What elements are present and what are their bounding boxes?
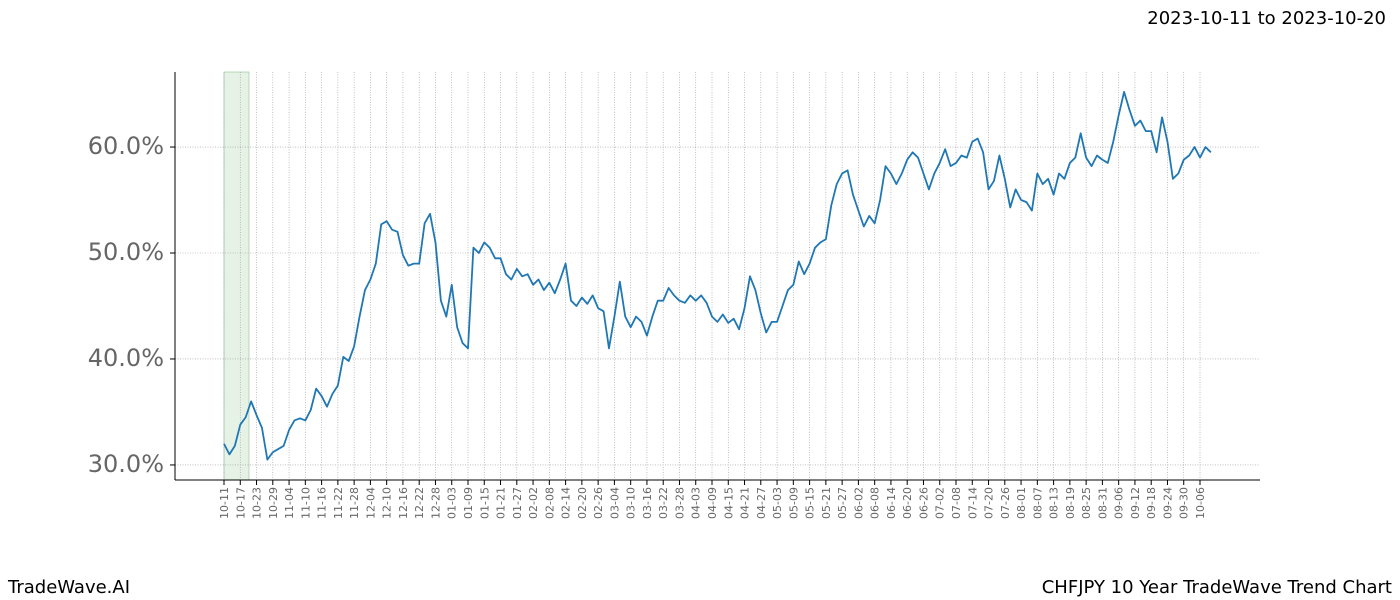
x-tick-label: 10-06 [1194,487,1207,519]
x-tick-label: 02-08 [543,487,556,519]
x-tick-label: 07-08 [950,487,963,519]
x-tick-label: 01-09 [462,487,475,519]
x-tick-label: 04-03 [690,487,703,519]
x-tick-label: 03-16 [641,487,654,519]
x-tick-label: 08-25 [1080,487,1093,519]
x-tick-label: 11-22 [332,487,345,519]
x-tick-label: 07-20 [983,487,996,519]
x-tick-label: 02-02 [527,487,540,519]
x-tick-label: 09-24 [1161,487,1174,519]
y-tick-label: 30.0% [88,450,164,478]
x-tick-label: 08-01 [1015,487,1028,519]
x-tick-label: 09-12 [1129,487,1142,519]
date-range: 2023-10-11 to 2023-10-20 [1147,8,1386,29]
x-tick-label: 02-26 [592,487,605,519]
x-tick-label: 07-02 [934,487,947,519]
y-tick-label: 40.0% [88,344,164,372]
x-tick-label: 05-03 [771,487,784,519]
x-tick-label: 02-14 [560,487,573,519]
y-tick-label: 50.0% [88,238,164,266]
chart-title: CHFJPY 10 Year TradeWave Trend Chart [1042,577,1392,598]
x-tick-label: 05-21 [820,487,833,519]
x-tick-label: 04-15 [722,487,735,519]
x-tick-label: 02-20 [576,487,589,519]
x-tick-label: 09-30 [1178,487,1191,519]
x-tick-label: 01-27 [511,487,524,519]
x-tick-label: 12-16 [397,487,410,519]
x-tick-label: 10-23 [251,487,264,519]
x-tick-label: 03-22 [657,487,670,519]
highlight-band [223,71,250,481]
x-tick-label: 01-03 [446,487,459,519]
x-tick-label: 11-28 [348,487,361,519]
x-tick-label: 06-14 [885,487,898,519]
x-tick-label: 04-27 [755,487,768,519]
brand: TradeWave.AI [7,577,130,598]
x-tick-label: 07-26 [999,487,1012,519]
x-tick-label: 12-22 [413,487,426,519]
x-tick-label: 11-04 [283,487,296,519]
x-tick-label: 07-14 [966,487,979,519]
x-tick-label: 12-10 [381,487,394,519]
x-tick-label: 08-19 [1064,487,1077,519]
x-tick-label: 08-31 [1096,487,1109,519]
x-tick-label: 08-13 [1048,487,1061,519]
x-tick-label: 10-29 [267,487,280,519]
x-tick-label: 03-28 [673,487,686,519]
x-tick-label: 11-16 [316,487,329,519]
grid: 30.0% 40.0% 50.0% 60.0% 10-11 10-17 10-23 10-29… [88,72,1260,519]
x-tick-label: 09-06 [1113,487,1126,519]
x-tick-label: 09-18 [1145,487,1158,519]
x-tick-label: 06-08 [869,487,882,519]
x-tick-label: 08-07 [1031,487,1044,519]
x-tick-label: 01-15 [478,487,491,519]
x-tick-label: 12-04 [364,487,377,519]
x-tick-label: 04-21 [739,487,752,519]
x-tick-label: 12-28 [429,487,442,519]
series-line [223,91,1212,461]
x-tick-label: 06-02 [852,487,865,519]
y-tick-label: 60.0% [88,132,164,160]
x-tick-label: 05-15 [804,487,817,519]
x-tick-label: 10-11 [218,487,231,519]
x-tick-label: 04-09 [706,487,719,519]
plot [223,91,1212,461]
x-tick-label: 05-09 [787,487,800,519]
x-tick-label: 03-10 [625,487,638,519]
x-tick-label: 01-21 [495,487,508,519]
x-tick-label: 03-04 [608,487,621,519]
x-tick-label: 06-20 [901,487,914,519]
x-tick-label: 10-17 [234,487,247,519]
x-tick-label: 06-26 [917,487,930,519]
x-tick-label: 11-10 [299,487,312,519]
x-tick-label: 05-27 [836,487,849,519]
